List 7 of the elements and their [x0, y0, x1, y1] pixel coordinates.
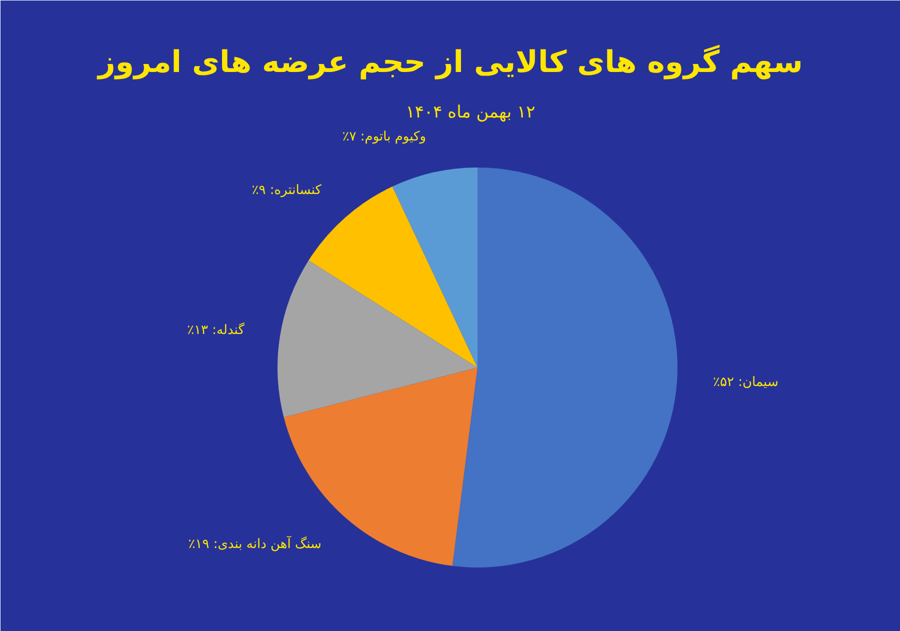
slice-label: وکیوم باتوم: ۷٪: [342, 130, 426, 145]
chart-title: سهم گروه های کالایی از حجم عرضه های امروز: [96, 44, 803, 80]
chart-subtitle: ۱۲ بهمن ماه ۱۴۰۴: [406, 102, 536, 122]
slice-label: کنسانتره: ۹٪: [252, 182, 322, 198]
slice-label: گندله: ۱۳٪: [187, 322, 246, 338]
slice-label: سنگ آهن دانه بندی: ۱۹٪: [188, 535, 322, 552]
slice-label: سیمان: ۵۲٪: [713, 374, 778, 390]
